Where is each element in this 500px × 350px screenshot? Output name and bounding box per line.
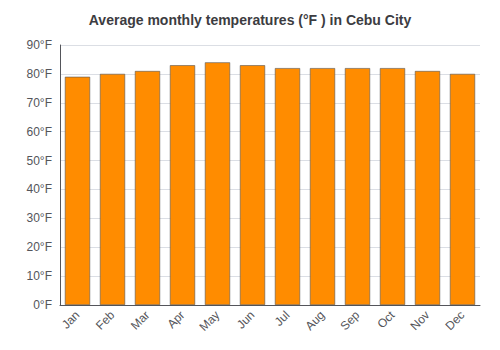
svg-text:Jan: Jan [59,308,83,332]
svg-text:10°F: 10°F [27,269,52,283]
svg-text:60°F: 60°F [27,125,52,139]
svg-text:Aug: Aug [302,308,327,333]
svg-text:Sep: Sep [337,308,362,333]
svg-text:80°F: 80°F [27,67,52,81]
svg-text:Jun: Jun [234,308,258,332]
svg-text:20°F: 20°F [27,240,52,254]
svg-text:90°F: 90°F [27,38,52,52]
svg-text:Mar: Mar [128,308,153,332]
svg-text:50°F: 50°F [27,154,52,168]
svg-text:Feb: Feb [93,308,118,333]
svg-text:70°F: 70°F [27,96,52,110]
svg-text:May: May [197,308,223,334]
svg-text:Nov: Nov [407,308,432,333]
svg-text:Apr: Apr [164,308,187,331]
svg-text:Oct: Oct [374,308,398,332]
svg-text:Average monthly temperatures (: Average monthly temperatures (°F ) in Ce… [89,12,412,28]
svg-text:40°F: 40°F [27,182,52,196]
svg-text:30°F: 30°F [27,211,52,225]
svg-text:0°F: 0°F [33,298,52,312]
svg-text:Jul: Jul [272,308,293,329]
svg-text:Dec: Dec [442,308,467,333]
